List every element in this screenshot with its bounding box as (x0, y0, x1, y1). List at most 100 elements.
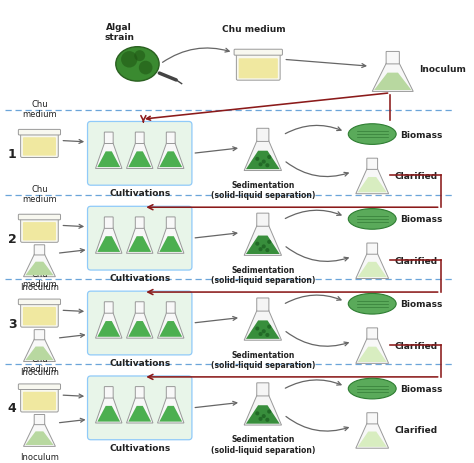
FancyBboxPatch shape (88, 376, 192, 440)
Polygon shape (128, 406, 151, 422)
Text: Clarified: Clarified (394, 341, 437, 350)
FancyBboxPatch shape (18, 384, 61, 390)
Circle shape (255, 327, 259, 331)
FancyBboxPatch shape (135, 302, 144, 313)
Circle shape (139, 62, 153, 75)
Text: Chu
medium: Chu medium (22, 185, 57, 204)
Ellipse shape (348, 209, 396, 230)
FancyBboxPatch shape (21, 300, 58, 327)
FancyBboxPatch shape (257, 298, 269, 312)
Circle shape (121, 52, 137, 69)
FancyBboxPatch shape (88, 207, 192, 270)
Polygon shape (244, 395, 282, 425)
Polygon shape (157, 397, 184, 423)
FancyBboxPatch shape (166, 302, 175, 313)
Polygon shape (97, 406, 120, 422)
Text: Chu
medium: Chu medium (22, 354, 57, 373)
Circle shape (262, 245, 266, 249)
Circle shape (255, 242, 259, 246)
Polygon shape (244, 225, 282, 256)
FancyBboxPatch shape (257, 129, 269, 142)
FancyBboxPatch shape (386, 52, 399, 65)
FancyBboxPatch shape (166, 387, 175, 398)
FancyBboxPatch shape (367, 413, 378, 424)
FancyBboxPatch shape (21, 216, 58, 243)
FancyBboxPatch shape (23, 307, 56, 325)
Polygon shape (25, 347, 54, 360)
Text: Cultivations: Cultivations (109, 443, 170, 452)
FancyBboxPatch shape (166, 133, 175, 144)
FancyBboxPatch shape (18, 215, 61, 220)
FancyBboxPatch shape (88, 292, 192, 355)
FancyBboxPatch shape (18, 300, 61, 305)
Polygon shape (159, 406, 182, 422)
Polygon shape (372, 63, 413, 92)
Polygon shape (127, 397, 153, 423)
FancyBboxPatch shape (135, 387, 144, 398)
Text: Algal
strain: Algal strain (104, 23, 134, 42)
Polygon shape (97, 152, 120, 168)
Text: Inoculum: Inoculum (20, 367, 59, 376)
FancyBboxPatch shape (166, 218, 175, 229)
Text: Inoculum: Inoculum (20, 282, 59, 292)
Circle shape (262, 330, 266, 334)
Text: Chu
medium: Chu medium (22, 100, 57, 119)
Text: Inoculum: Inoculum (20, 452, 59, 461)
FancyBboxPatch shape (23, 138, 56, 156)
Ellipse shape (116, 48, 159, 82)
Polygon shape (128, 321, 151, 337)
FancyBboxPatch shape (104, 218, 113, 229)
Ellipse shape (348, 125, 396, 145)
FancyBboxPatch shape (367, 244, 378, 255)
FancyBboxPatch shape (21, 385, 58, 412)
FancyBboxPatch shape (367, 328, 378, 339)
Polygon shape (246, 406, 280, 424)
Circle shape (258, 332, 263, 336)
Polygon shape (356, 423, 389, 448)
Polygon shape (127, 227, 153, 254)
Circle shape (258, 417, 263, 421)
Text: Cultivations: Cultivations (109, 358, 170, 367)
FancyBboxPatch shape (237, 51, 280, 81)
Polygon shape (244, 310, 282, 340)
Polygon shape (246, 151, 280, 170)
Polygon shape (356, 338, 389, 363)
Polygon shape (159, 152, 182, 168)
FancyBboxPatch shape (34, 330, 45, 340)
Polygon shape (96, 227, 122, 254)
Text: 4: 4 (8, 401, 17, 414)
Text: Sedimentation
(solid-liquid separation): Sedimentation (solid-liquid separation) (210, 181, 315, 200)
Polygon shape (24, 423, 55, 446)
Circle shape (267, 410, 271, 414)
Text: Biomass: Biomass (401, 215, 443, 224)
Polygon shape (246, 236, 280, 255)
Polygon shape (97, 237, 120, 252)
Circle shape (258, 248, 263, 252)
Text: 3: 3 (8, 317, 17, 330)
FancyBboxPatch shape (104, 133, 113, 144)
FancyBboxPatch shape (88, 122, 192, 186)
Circle shape (255, 412, 259, 415)
Circle shape (258, 163, 263, 167)
Text: Clarified: Clarified (394, 256, 437, 265)
FancyBboxPatch shape (135, 218, 144, 229)
Polygon shape (96, 143, 122, 169)
FancyBboxPatch shape (367, 159, 378, 170)
Circle shape (265, 418, 269, 422)
FancyBboxPatch shape (18, 130, 61, 136)
Text: Biomass: Biomass (401, 130, 443, 139)
Polygon shape (128, 237, 151, 252)
FancyBboxPatch shape (23, 392, 56, 410)
Polygon shape (96, 312, 122, 338)
Polygon shape (357, 262, 387, 277)
Circle shape (267, 240, 271, 244)
Polygon shape (244, 141, 282, 171)
Polygon shape (127, 312, 153, 338)
FancyBboxPatch shape (135, 133, 144, 144)
Polygon shape (356, 169, 389, 194)
Polygon shape (157, 143, 184, 169)
Polygon shape (96, 397, 122, 423)
FancyBboxPatch shape (21, 131, 58, 158)
Polygon shape (357, 178, 387, 193)
Polygon shape (25, 432, 54, 445)
